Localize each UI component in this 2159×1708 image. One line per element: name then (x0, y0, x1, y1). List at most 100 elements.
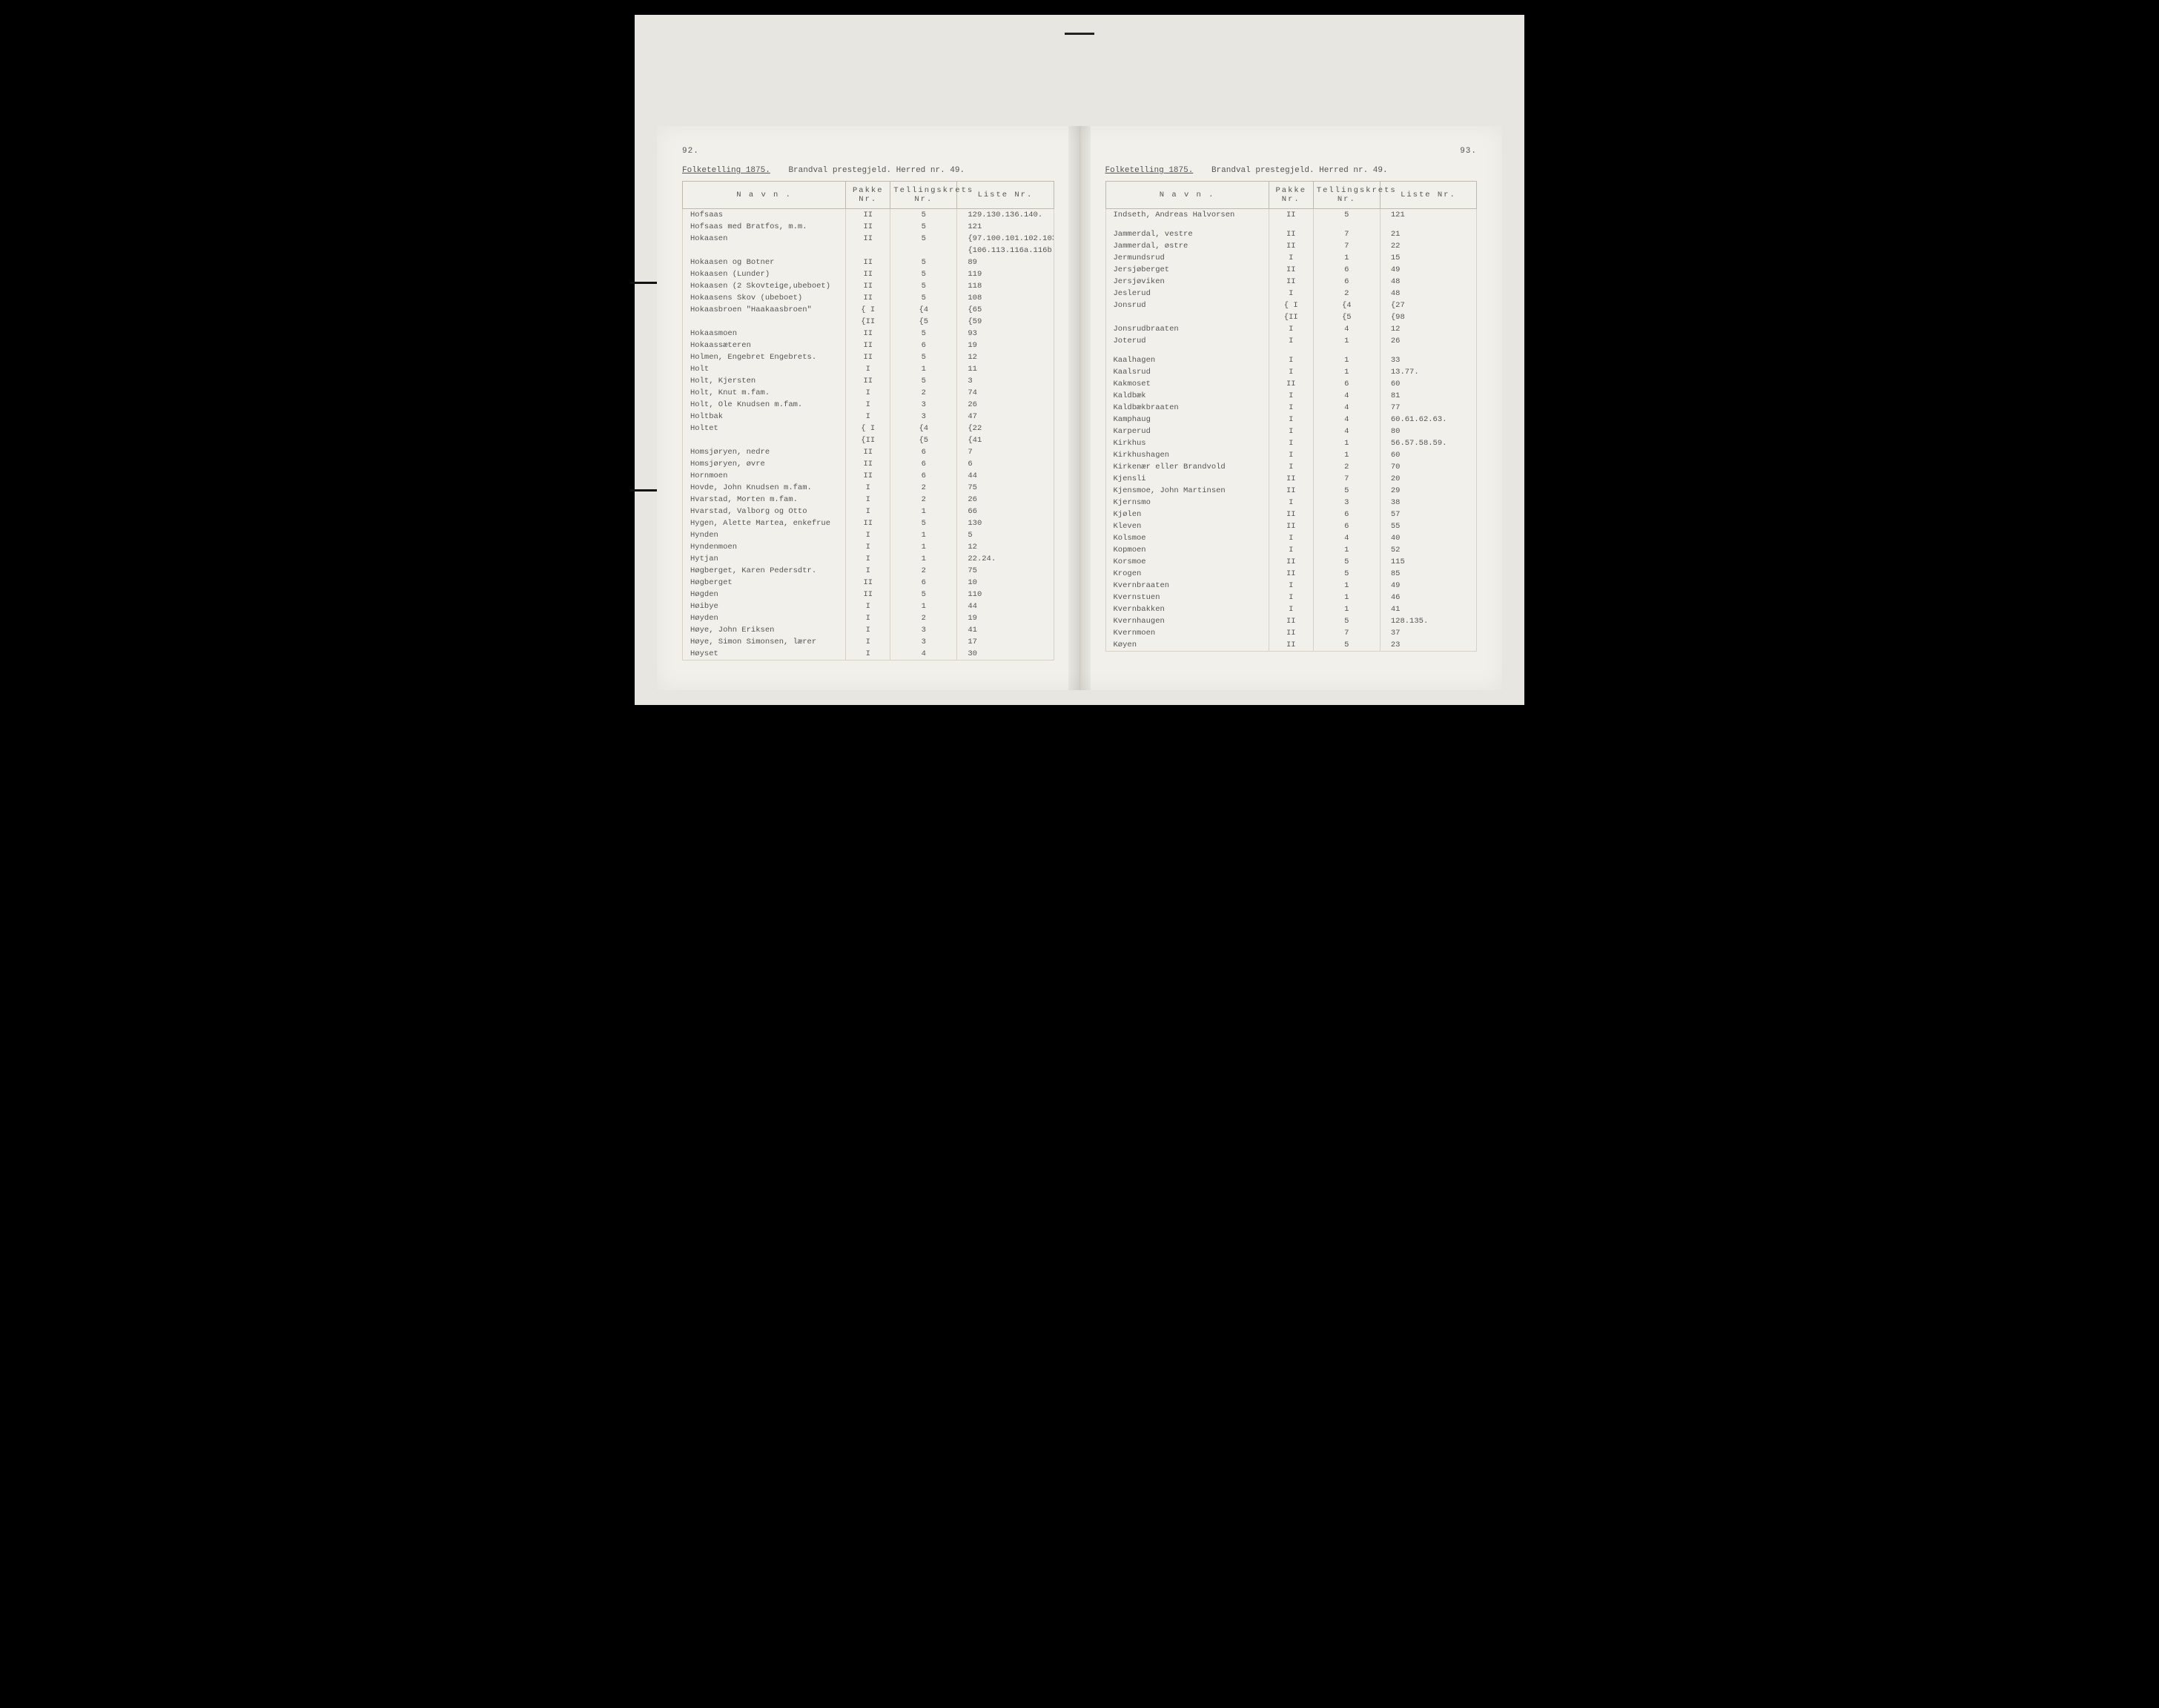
page-heading: Folketelling 1875. Brandval prestegjeld.… (682, 166, 1054, 175)
cell-pakke: II (846, 340, 890, 351)
cell-pakke: I (846, 541, 890, 553)
cell-pakke: I (1269, 603, 1313, 615)
table-row: KarperudI480 (1105, 426, 1477, 437)
cell-pakke: { I (846, 423, 890, 434)
cell-liste: {22 (957, 423, 1054, 434)
cell-name: Kirkenær eller Brandvold (1105, 461, 1269, 473)
cell-pakke: I (1269, 497, 1313, 509)
cell-name: Høgberget (683, 577, 846, 589)
cell-liste: 66 (957, 506, 1054, 517)
cell-tk: 3 (890, 411, 957, 423)
cell-tk: 6 (890, 446, 957, 458)
cell-pakke: I (1269, 252, 1313, 264)
table-row (1105, 221, 1477, 228)
table-row: Holt, Ole Knudsen m.fam.I326 (683, 399, 1054, 411)
cell-name (683, 434, 846, 446)
table-row: KlevenII655 (1105, 520, 1477, 532)
table-row: Holt, KjerstenII53 (683, 375, 1054, 387)
cell-liste: 81 (1380, 390, 1476, 402)
cell-tk: 2 (1313, 288, 1380, 299)
cell-name: Holtet (683, 423, 846, 434)
table-row: HofsaasII5129.130.136.140. (683, 209, 1054, 222)
cell-liste: 57 (1380, 509, 1476, 520)
table-row: KvernmoenII737 (1105, 627, 1477, 639)
cell-name: Hokaassæteren (683, 340, 846, 351)
cell-name: Hokaasen og Botner (683, 256, 846, 268)
cell-name: Krogen (1105, 568, 1269, 580)
page-right: 93. Folketelling 1875. Brandval prestegj… (1080, 126, 1503, 690)
cell-liste: 80 (1380, 426, 1476, 437)
cell-liste: 37 (1380, 627, 1476, 639)
cell-liste: 10 (957, 577, 1054, 589)
cell-pakke: I (846, 399, 890, 411)
cell-pakke (846, 245, 890, 256)
cell-liste: 26 (957, 494, 1054, 506)
cell-liste: 48 (1380, 288, 1476, 299)
table-row: KaalsrudI113.77. (1105, 366, 1477, 378)
cell-pakke: II (1269, 228, 1313, 240)
cell-liste: 26 (1380, 335, 1476, 347)
cell-name: Indseth, Andreas Halvorsen (1105, 209, 1269, 222)
cell-tk: 6 (890, 340, 957, 351)
cell-tk: 5 (890, 256, 957, 268)
table-row: JermundsrudI115 (1105, 252, 1477, 264)
table-row: KolsmoeI440 (1105, 532, 1477, 544)
table-row: Holtet{ I{4{22 (683, 423, 1054, 434)
table-row: HøgdenII5110 (683, 589, 1054, 600)
table-row: {106.113.116a.116b. (683, 245, 1054, 256)
table-row: HøydenI219 (683, 612, 1054, 624)
microfilm-frame: 92. Folketelling 1875. Brandval prestegj… (635, 15, 1524, 705)
cell-name: Høyden (683, 612, 846, 624)
cell-name: Kirkhushagen (1105, 449, 1269, 461)
cell-tk: 6 (890, 470, 957, 482)
table-row: HyndenI15 (683, 529, 1054, 541)
cell-pakke: I (846, 411, 890, 423)
cell-tk: 6 (1313, 520, 1380, 532)
table-row: Kjensmoe, John MartinsenII529 (1105, 485, 1477, 497)
cell-tk: 6 (890, 458, 957, 470)
cell-tk: 4 (890, 648, 957, 661)
cell-pakke: I (846, 648, 890, 661)
table-row: JoterudI126 (1105, 335, 1477, 347)
cell-liste: 6 (957, 458, 1054, 470)
cell-pakke: I (1269, 414, 1313, 426)
cell-pakke: II (1269, 509, 1313, 520)
cell-pakke: II (846, 221, 890, 233)
page-left: 92. Folketelling 1875. Brandval prestegj… (657, 126, 1080, 690)
cell-name: Holt, Kjersten (683, 375, 846, 387)
cell-liste: 11 (957, 363, 1054, 375)
cell-name: Jammerdal, østre (1105, 240, 1269, 252)
cell-liste: 60 (1380, 449, 1476, 461)
cell-tk: 3 (1313, 497, 1380, 509)
table-row: KjensliII720 (1105, 473, 1477, 485)
table-row (1105, 347, 1477, 354)
cell-name: Kopmoen (1105, 544, 1269, 556)
cell-tk: 2 (890, 482, 957, 494)
cell-tk: 1 (890, 363, 957, 375)
cell-name: Jersjøviken (1105, 276, 1269, 288)
cell-tk: 6 (890, 577, 957, 589)
cell-pakke: II (846, 446, 890, 458)
cell-liste: {65 (957, 304, 1054, 316)
cell-name: Kamphaug (1105, 414, 1269, 426)
cell-name: Kirkhus (1105, 437, 1269, 449)
cell-pakke: I (1269, 366, 1313, 378)
cell-tk: 5 (890, 221, 957, 233)
cell-name: Kjensmoe, John Martinsen (1105, 485, 1269, 497)
cell-tk: 6 (1313, 378, 1380, 390)
census-title: Folketelling 1875. (682, 166, 770, 175)
cell-tk: 2 (890, 565, 957, 577)
cell-tk: 3 (890, 399, 957, 411)
table-row: JersjøvikenII648 (1105, 276, 1477, 288)
cell-tk: 1 (890, 541, 957, 553)
cell-pakke: I (1269, 580, 1313, 592)
cell-liste: {97.100.101.102.103. (957, 233, 1054, 245)
cell-tk: 4 (1313, 532, 1380, 544)
table-row: Holmen, Engebret Engebrets.II512 (683, 351, 1054, 363)
cell-pakke: I (1269, 544, 1313, 556)
cell-name: Hygen, Alette Martea, enkefrue (683, 517, 846, 529)
table-header-row: N a v n . Pakke Nr. Tellingskrets Nr. Li… (683, 182, 1054, 209)
cell-name: Køyen (1105, 639, 1269, 652)
cell-liste: 129.130.136.140. (957, 209, 1054, 222)
table-row: {II{5{98 (1105, 311, 1477, 323)
